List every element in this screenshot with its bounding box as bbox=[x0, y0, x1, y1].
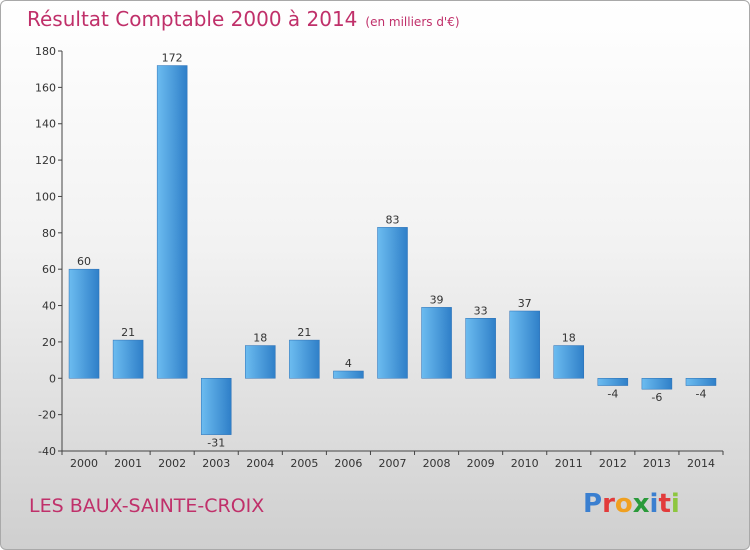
bar bbox=[289, 339, 320, 379]
data-label: 37 bbox=[518, 297, 532, 310]
x-tick-label: 2006 bbox=[334, 457, 362, 470]
data-label: 83 bbox=[386, 213, 400, 226]
x-tick-label: 2003 bbox=[202, 457, 230, 470]
bar bbox=[421, 307, 452, 379]
x-tick-label: 2008 bbox=[423, 457, 451, 470]
x-tick-label: 2009 bbox=[467, 457, 495, 470]
y-tick-label: 160 bbox=[35, 81, 56, 94]
commune-name: LES BAUX-SAINTE-CROIX bbox=[29, 495, 265, 517]
bar bbox=[68, 268, 100, 379]
logo-letter: P bbox=[583, 489, 603, 519]
data-label: -6 bbox=[651, 391, 662, 404]
y-tick-label: 0 bbox=[49, 372, 56, 385]
y-tick-label: -40 bbox=[38, 445, 56, 458]
data-label: 4 bbox=[345, 357, 352, 370]
y-tick-label: 180 bbox=[35, 45, 56, 58]
bar bbox=[509, 310, 540, 379]
x-tick-label: 2013 bbox=[643, 457, 671, 470]
data-label: 172 bbox=[162, 52, 183, 65]
y-tick-label: -20 bbox=[38, 409, 56, 422]
logo-letter: o bbox=[614, 489, 633, 519]
data-label: 18 bbox=[253, 332, 267, 345]
x-tick-label: 2011 bbox=[555, 457, 583, 470]
logo-letter: t bbox=[658, 489, 671, 519]
data-label: -4 bbox=[607, 388, 618, 401]
bar bbox=[245, 345, 276, 379]
x-tick-label: 2010 bbox=[511, 457, 539, 470]
bar bbox=[597, 378, 629, 386]
y-tick-label: 20 bbox=[42, 336, 56, 349]
bar bbox=[465, 318, 496, 379]
logo-letter: i bbox=[649, 489, 659, 519]
data-label: -4 bbox=[695, 388, 706, 401]
y-tick-label: 120 bbox=[35, 154, 56, 167]
x-tick-label: 2012 bbox=[599, 457, 627, 470]
y-tick-label: 140 bbox=[35, 118, 56, 131]
data-label: 60 bbox=[77, 255, 91, 268]
bar bbox=[553, 345, 585, 379]
logo-letter: x bbox=[632, 489, 650, 519]
bar bbox=[685, 378, 717, 386]
data-label: 21 bbox=[121, 326, 135, 339]
y-tick-label: 80 bbox=[42, 227, 56, 240]
y-tick-label: 40 bbox=[42, 300, 56, 313]
x-tick-label: 2002 bbox=[158, 457, 186, 470]
y-tick-label: 60 bbox=[42, 263, 56, 276]
data-label: 39 bbox=[430, 293, 444, 306]
data-label: 33 bbox=[474, 304, 488, 317]
x-tick-label: 2001 bbox=[114, 457, 142, 470]
x-tick-label: 2004 bbox=[246, 457, 274, 470]
data-label: -31 bbox=[207, 437, 225, 450]
x-tick-label: 2005 bbox=[290, 457, 318, 470]
bar bbox=[200, 378, 232, 435]
chart-unit: (en milliers d'€) bbox=[365, 15, 460, 29]
x-tick-label: 2007 bbox=[379, 457, 407, 470]
bar bbox=[641, 378, 673, 390]
y-tick-label: 100 bbox=[35, 190, 56, 203]
logo-letter: i bbox=[670, 489, 680, 519]
title-line: Résultat Comptable 2000 à 2014 (en millie… bbox=[27, 7, 460, 31]
x-tick-label: 2014 bbox=[687, 457, 715, 470]
x-tick-label: 2000 bbox=[70, 457, 98, 470]
bar bbox=[333, 370, 364, 379]
data-label: 18 bbox=[562, 332, 576, 345]
chart-title: Résultat Comptable 2000 à 2014 bbox=[27, 7, 358, 31]
proxiti-logo: Proxiti bbox=[583, 489, 680, 519]
bar bbox=[112, 339, 144, 379]
bar bbox=[156, 65, 188, 379]
data-label: 21 bbox=[297, 326, 311, 339]
bar bbox=[377, 227, 408, 379]
logo-letter: r bbox=[602, 489, 615, 519]
